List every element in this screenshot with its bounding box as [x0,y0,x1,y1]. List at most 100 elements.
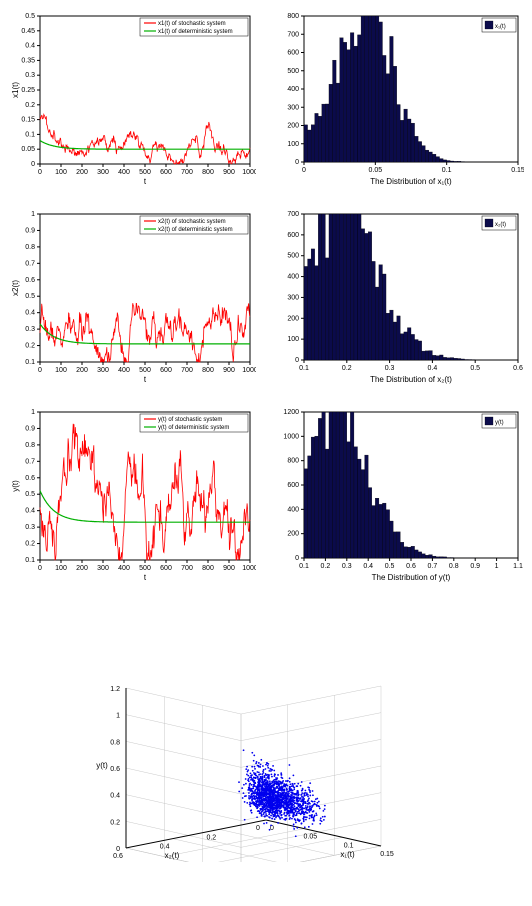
svg-text:x2(t) of stochastic system: x2(t) of stochastic system [158,219,226,225]
svg-text:x₂(t): x₂(t) [165,851,180,860]
svg-text:0.35: 0.35 [21,57,35,64]
svg-text:0.5: 0.5 [25,13,35,20]
svg-text:300: 300 [287,294,299,301]
svg-text:0.9: 0.9 [470,563,480,570]
svg-text:0.1: 0.1 [25,131,35,138]
svg-text:0.2: 0.2 [110,819,120,826]
svg-text:t: t [144,375,147,384]
svg-text:100: 100 [55,565,67,572]
svg-text:0.6: 0.6 [110,766,120,773]
svg-text:700: 700 [181,565,193,572]
svg-text:600: 600 [160,367,172,374]
svg-text:x2(t) of deterministic system: x2(t) of deterministic system [158,227,233,233]
svg-text:600: 600 [160,169,172,176]
svg-text:0.3: 0.3 [25,72,35,79]
3d-scatter-chart: 00.050.10.1500.20.40.600.20.40.60.811.2x… [76,602,456,862]
svg-text:x₂(t): x₂(t) [495,222,506,228]
svg-text:100: 100 [287,336,299,343]
svg-text:0.4: 0.4 [25,43,35,50]
svg-text:200: 200 [287,315,299,322]
svg-text:0.4: 0.4 [363,563,373,570]
svg-text:1: 1 [495,563,499,570]
svg-text:1200: 1200 [283,409,299,416]
svg-text:0.1: 0.1 [25,557,35,564]
svg-text:1000: 1000 [242,367,256,374]
svg-text:0.15: 0.15 [511,167,524,174]
svg-text:0: 0 [302,167,306,174]
svg-text:0.05: 0.05 [369,167,383,174]
svg-text:400: 400 [118,367,130,374]
svg-text:700: 700 [287,31,299,38]
svg-text:0: 0 [116,846,120,853]
svg-text:400: 400 [287,274,299,281]
svg-text:0: 0 [256,825,260,832]
svg-text:0.2: 0.2 [25,102,35,109]
y-histogram-chart: 0.10.20.30.40.50.60.70.80.911.1020040060… [276,404,524,584]
svg-text:0.05: 0.05 [21,146,35,153]
svg-text:0.1: 0.1 [299,365,309,372]
svg-text:1.2: 1.2 [110,686,120,693]
svg-text:0.5: 0.5 [25,491,35,498]
svg-text:300: 300 [97,367,109,374]
svg-text:700: 700 [181,367,193,374]
svg-text:100: 100 [287,141,299,148]
svg-text:t: t [144,573,147,582]
svg-text:0: 0 [295,159,299,166]
svg-text:0.4: 0.4 [428,365,438,372]
svg-text:900: 900 [223,565,235,572]
svg-text:0: 0 [31,161,35,168]
svg-text:0.15: 0.15 [380,851,394,858]
svg-text:600: 600 [287,232,299,239]
svg-text:200: 200 [76,367,88,374]
svg-text:400: 400 [287,506,299,513]
svg-text:0.4: 0.4 [110,793,120,800]
svg-text:0: 0 [295,555,299,562]
svg-text:800: 800 [287,458,299,465]
svg-text:0.1: 0.1 [442,167,452,174]
svg-text:0.3: 0.3 [385,365,395,372]
svg-text:0.1: 0.1 [25,359,35,366]
svg-text:900: 900 [223,169,235,176]
svg-text:The Distribution of x₁(t): The Distribution of x₁(t) [370,177,452,186]
svg-text:300: 300 [287,104,299,111]
svg-text:0.6: 0.6 [25,475,35,482]
svg-text:0.9: 0.9 [25,425,35,432]
svg-text:200: 200 [76,565,88,572]
svg-text:1000: 1000 [242,169,256,176]
svg-text:1.1: 1.1 [513,563,523,570]
svg-text:0.2: 0.2 [342,365,352,372]
svg-text:600: 600 [287,50,299,57]
svg-text:y(t): y(t) [96,761,108,770]
svg-text:0.8: 0.8 [25,244,35,251]
svg-text:The Distribution of x₂(t): The Distribution of x₂(t) [370,375,452,384]
svg-text:0.9: 0.9 [25,227,35,234]
svg-text:y(t): y(t) [11,480,20,492]
svg-text:y(t): y(t) [495,420,504,426]
svg-text:0.3: 0.3 [25,524,35,531]
svg-text:1: 1 [31,211,35,218]
svg-text:x1(t) of stochastic system: x1(t) of stochastic system [158,21,226,27]
svg-text:0.6: 0.6 [513,365,523,372]
x2-timeseries-chart: 010020030040050060070080090010000.10.20.… [8,206,256,386]
svg-text:0.4: 0.4 [25,508,35,515]
svg-text:x2(t): x2(t) [11,280,20,296]
svg-text:0.6: 0.6 [113,853,123,860]
svg-text:t: t [144,177,147,186]
svg-text:400: 400 [287,86,299,93]
svg-text:500: 500 [139,169,151,176]
svg-text:x₁(t): x₁(t) [340,850,355,859]
svg-text:0.3: 0.3 [342,563,352,570]
svg-text:200: 200 [287,531,299,538]
svg-text:800: 800 [202,565,214,572]
svg-text:0.4: 0.4 [25,310,35,317]
svg-text:100: 100 [55,367,67,374]
svg-text:0.1: 0.1 [344,842,354,849]
svg-text:0.45: 0.45 [21,28,35,35]
svg-text:0.1: 0.1 [299,563,309,570]
svg-text:0.8: 0.8 [25,442,35,449]
svg-text:600: 600 [287,482,299,489]
svg-text:500: 500 [139,565,151,572]
svg-text:800: 800 [202,169,214,176]
svg-text:600: 600 [160,565,172,572]
svg-text:y(t) of deterministic system: y(t) of deterministic system [158,425,229,431]
